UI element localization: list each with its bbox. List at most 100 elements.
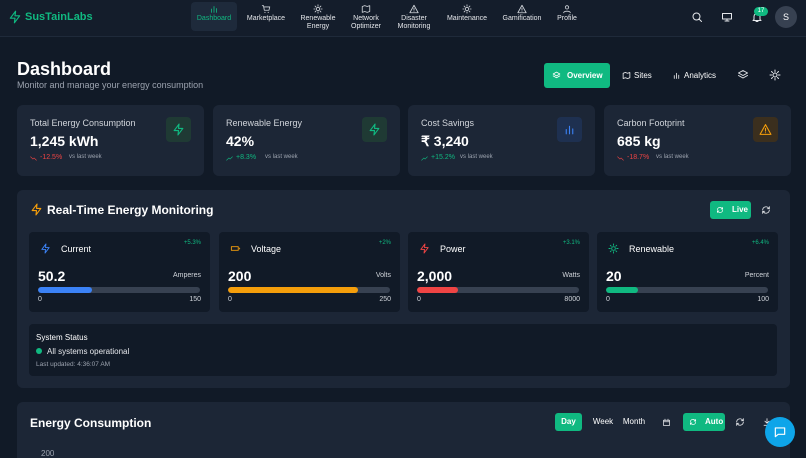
kpi-note: vs last week [460,154,493,160]
calendar-icon [663,418,670,426]
page-subtitle: Monitor and manage your energy consumpti… [17,80,204,90]
consumption-title: Energy Consumption [30,416,152,430]
nav-icon [313,4,323,14]
trend-icon [30,156,37,161]
metric-track [417,287,579,293]
kpi-card: Cost Savings ₹ 3,240 +15.2% vs last week [408,105,595,176]
auto-button[interactable]: Auto [683,413,725,431]
nav-item[interactable]: Profile [557,15,577,22]
kpi-change: +15.2% [431,154,455,161]
nav-icon [261,5,271,13]
metric-name: Power [440,244,466,254]
nav-item[interactable]: Dashboard [196,15,232,22]
metric-name: Current [61,244,92,254]
status-updated: Last updated: 4:36:07 AM [36,361,111,368]
metric-max: 250 [379,296,391,303]
tab-label: Analytics [684,71,717,80]
kpi-label: Cost Savings [421,118,475,128]
tab-label: Sites [634,71,652,80]
metric-bar [38,287,93,293]
layers-icon [738,70,748,79]
metric-card: Voltage +2% 200 Volts 0 250 [219,232,400,312]
metric-track [606,287,768,293]
tab[interactable]: Sites [614,63,656,88]
live-icon [717,207,723,213]
realtime-title: Real-Time Energy Monitoring [47,203,214,217]
logo-icon [9,10,21,24]
metric-change: +3.1% [562,240,580,246]
chat-button[interactable] [765,417,795,447]
metric-change: +6.4% [751,240,769,246]
auto-label: Auto [705,417,724,426]
range-button[interactable]: Month [618,413,650,431]
metric-value: 20 [606,268,622,284]
realtime-panel: Real-Time Energy Monitoring Live Current +5… [17,190,790,388]
metric-card: Current +5.3% 50.2 Amperes 0 150 [29,232,210,312]
nav-item[interactable]: Gamification [502,15,542,22]
refresh-icon [736,418,744,426]
metric-track [228,287,390,293]
tab[interactable]: Overview [544,63,610,88]
nav-item[interactable]: Renewable Energy [300,15,336,30]
metric-track [38,287,200,293]
live-button[interactable]: Live [710,201,751,219]
refresh-icon [762,206,770,214]
metric-unit: Amperes [172,272,201,279]
kpi-change: -18.7% [627,154,650,161]
metric-name: Renewable [629,244,675,254]
kpi-card: Total Energy Consumption 1,245 kWh -12.5% v… [17,105,204,176]
kpi-value: ₹ 3,240 [421,133,469,149]
nav-icon [211,6,217,13]
metric-name: Voltage [251,244,282,254]
tab-label: Overview [567,71,603,80]
metric-card: Power +3.1% 2,000 Watts 0 8000 [408,232,589,312]
nav-item[interactable]: Marketplace [246,15,286,22]
range-label: Day [561,417,576,426]
nav-item[interactable]: Maintenance [446,15,488,22]
kpi-icon-box [362,117,387,142]
range-button[interactable]: Week [588,413,618,431]
metric-min: 0 [228,296,232,303]
metric-min: 0 [38,296,42,303]
metric-value: 200 [228,268,252,284]
kpi-card: Carbon Footprint 685 kg -18.7% vs last week [604,105,791,176]
metric-icon [230,246,241,251]
kpi-icon [369,123,380,136]
kpi-note: vs last week [656,154,689,160]
metric-unit: Percent [744,272,769,279]
kpi-icon-box [166,117,191,142]
nav-item[interactable]: Network Optimizer [351,15,381,30]
metric-bar [228,287,358,293]
nav-item[interactable]: Disaster Monitoring [397,15,431,30]
auto-icon [690,419,696,425]
metric-min: 0 [417,296,421,303]
kpi-icon [565,125,574,135]
metric-unit: Volts [375,272,391,279]
settings-icon [769,69,781,81]
metric-min: 0 [606,296,610,303]
kpi-icon [759,124,772,135]
kpi-note: vs last week [69,154,102,160]
tab[interactable]: Analytics [664,63,720,88]
nav-icon [517,4,527,14]
metric-icon [41,243,50,254]
monitor-icon [722,13,732,22]
metric-icon [420,243,429,254]
kpi-card: Renewable Energy 42% +8.3% vs last week [213,105,400,176]
top-bar [0,0,806,37]
trend-icon [421,156,428,161]
kpi-icon-box [557,117,582,142]
metric-max: 150 [189,296,201,303]
metric-unit: Watts [562,272,580,279]
metric-card: Renewable +6.4% 20 Percent 0 100 [597,232,778,312]
range-button[interactable]: Day [555,413,582,431]
metric-icon [608,243,619,254]
kpi-change: +8.3% [236,154,257,161]
kpi-value: 1,245 kWh [30,133,99,149]
avatar[interactable]: S [775,6,797,28]
metric-bar [606,287,639,293]
nav-icon [409,4,419,14]
status-text: All systems operational [47,347,130,356]
metric-max: 8000 [564,296,580,303]
